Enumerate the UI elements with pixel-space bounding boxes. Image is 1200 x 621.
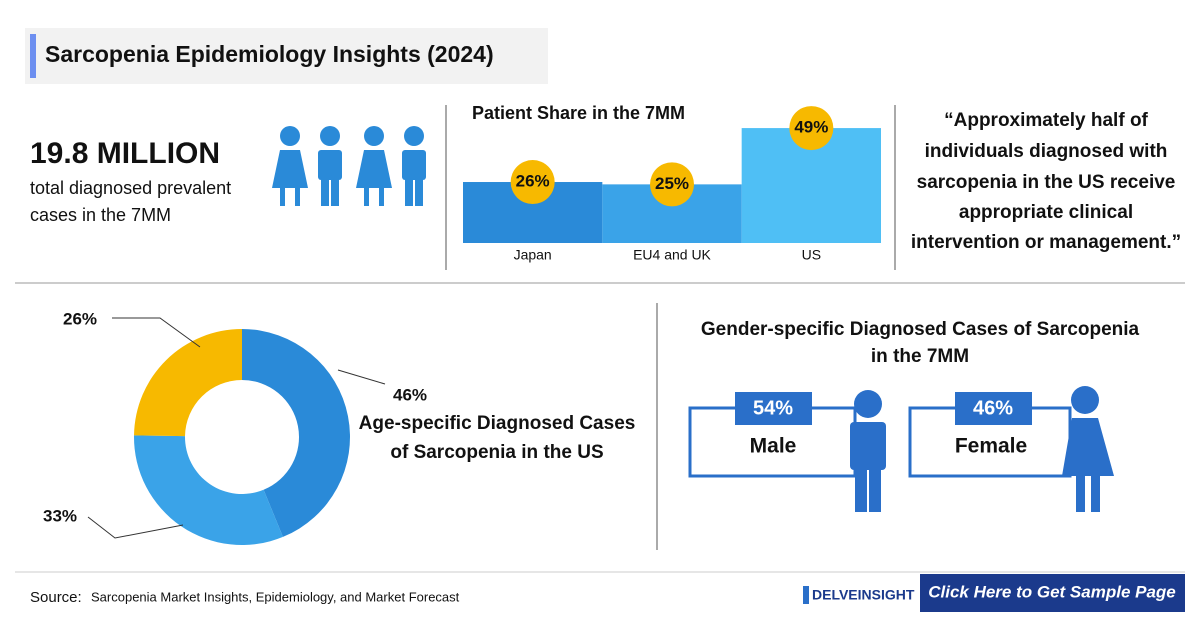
gender-badge: [955, 392, 1032, 425]
brand-logo: [803, 586, 809, 604]
donut-segment: [242, 329, 350, 537]
gender-badge: [735, 392, 812, 425]
value-label: 49%: [794, 118, 828, 137]
value-badge: [650, 162, 694, 207]
leader-line: [337, 369, 386, 385]
donut-title: of Sarcopenia in the US: [390, 442, 603, 463]
leader-line: [112, 317, 201, 348]
value-label: 26%: [516, 172, 550, 191]
gender-title: Gender-specific Diagnosed Cases of Sarco…: [701, 319, 1140, 340]
source-label: Source:: [30, 589, 82, 606]
donut-segment: [134, 328, 242, 437]
bar-title: Patient Share in the 7MM: [472, 103, 685, 123]
value-label: 46%: [393, 385, 427, 404]
header-box: [25, 28, 548, 84]
value-label: 33%: [43, 506, 77, 525]
donut-title: Age-specific Diagnosed Cases: [359, 413, 636, 434]
title: Sarcopenia Epidemiology Insights (2024): [45, 41, 494, 67]
gender-value: 46%: [973, 397, 1013, 419]
x-tick-label: EU4 and UK: [633, 247, 711, 263]
female-icon: [1062, 386, 1114, 512]
gender-value: 54%: [753, 397, 793, 419]
quote: “Approximately half of individuals diagn…: [911, 110, 1181, 253]
quote-line: appropriate clinical: [959, 202, 1133, 223]
cta-button[interactable]: [920, 574, 1185, 612]
value-badge: [510, 160, 555, 205]
gender-label: Male: [750, 435, 797, 458]
x-tick-label: US: [802, 247, 821, 263]
value-label: 25%: [655, 174, 689, 193]
people-icons: [272, 126, 426, 206]
source: Sarcopenia Market Insights, Epidemiology…: [91, 589, 460, 604]
leader-line: [87, 516, 184, 539]
stat-value: 19.8 MILLION: [30, 137, 220, 170]
value-label: 26%: [63, 309, 97, 328]
male-icon: [850, 390, 886, 512]
gender-label: Female: [955, 435, 1027, 458]
quote-line: individuals diagnosed with: [925, 141, 1168, 162]
quote-line: “Approximately half of: [944, 110, 1148, 131]
stat-caption: cases in the 7MM: [30, 205, 171, 225]
gender-title: in the 7MM: [871, 346, 969, 367]
value-badge: [789, 106, 834, 151]
brand: DELVEINSIGHT: [812, 587, 915, 603]
quote-line: sarcopenia in the US receive: [917, 172, 1176, 193]
donut-segment: [134, 435, 283, 545]
x-tick-label: Japan: [514, 247, 552, 263]
cta-text[interactable]: Click Here to Get Sample Page: [928, 582, 1176, 601]
quote-line: intervention or management.”: [911, 232, 1181, 253]
stat-caption: total diagnosed prevalent: [30, 178, 231, 198]
header-accent: [30, 34, 36, 78]
